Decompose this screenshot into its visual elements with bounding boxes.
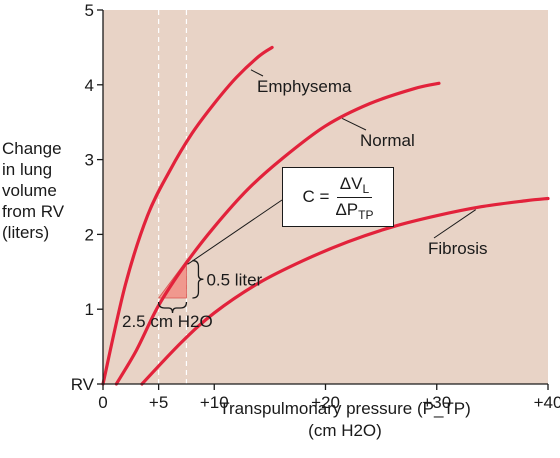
y-axis-label-line: Change — [2, 139, 62, 158]
x-axis-title: Transpulmonary pressure (P_TP) — [219, 399, 471, 418]
formula-denominator: ΔPTP — [335, 198, 374, 222]
series-label-normal: Normal — [360, 131, 415, 150]
compliance-formula: C = ΔVL ΔPTP — [282, 167, 394, 227]
series-label-leader — [433, 209, 476, 239]
x-tick-label: +5 — [149, 393, 168, 412]
pressure-change-label: 2.5 cm H2O — [122, 312, 213, 331]
y-axis-label-line: from RV — [2, 202, 65, 221]
pressure-change-brace — [157, 301, 188, 314]
series-label-emphysema: Emphysema — [257, 77, 352, 96]
y-axis-label: Change in lung volume from RV (liters) — [2, 138, 92, 243]
x-axis-label: Transpulmonary pressure (P_TP) (cm H2O) — [160, 398, 530, 442]
formula-num-text: ΔV — [339, 173, 363, 193]
y-tick-label: 4 — [85, 76, 94, 95]
x-tick-label: +20 — [311, 393, 340, 412]
formula-lhs: C = — [302, 187, 330, 206]
compliance-triangle — [157, 259, 187, 299]
x-axis-units: (cm H2O) — [308, 421, 382, 440]
series-label-fibrosis: Fibrosis — [428, 239, 488, 258]
y-tick-label: 2 — [85, 225, 94, 244]
y-tick-label: RV — [71, 375, 95, 394]
y-axis-label-line: (liters) — [2, 223, 50, 242]
series-label-leader — [341, 118, 367, 131]
y-axis-label-line: volume — [2, 181, 57, 200]
formula-den-text: ΔP — [335, 199, 359, 219]
y-axis-label-line: in lung — [2, 160, 53, 179]
volume-change-label: 0.5 liter — [206, 270, 262, 289]
y-tick-label: 3 — [85, 151, 94, 170]
formula-fraction: ΔVL ΔPTP — [335, 173, 374, 222]
formula-numerator: ΔVL — [336, 173, 373, 198]
x-tick-label: 0 — [98, 393, 107, 412]
series-label-leader — [250, 69, 264, 77]
y-tick-label: 1 — [85, 300, 94, 319]
formula-leader-line — [187, 199, 283, 265]
x-tick-label: +10 — [200, 393, 229, 412]
formula-num-sub: L — [362, 181, 370, 196]
series-line-fibrosis — [140, 196, 550, 386]
x-tick-label: +40 — [534, 393, 560, 412]
x-tick-label: +30 — [422, 393, 451, 412]
formula-den-sub: TP — [358, 207, 374, 222]
series-line-normal — [114, 81, 441, 386]
series-line-emphysema — [101, 45, 274, 386]
y-tick-label: 5 — [85, 1, 94, 20]
